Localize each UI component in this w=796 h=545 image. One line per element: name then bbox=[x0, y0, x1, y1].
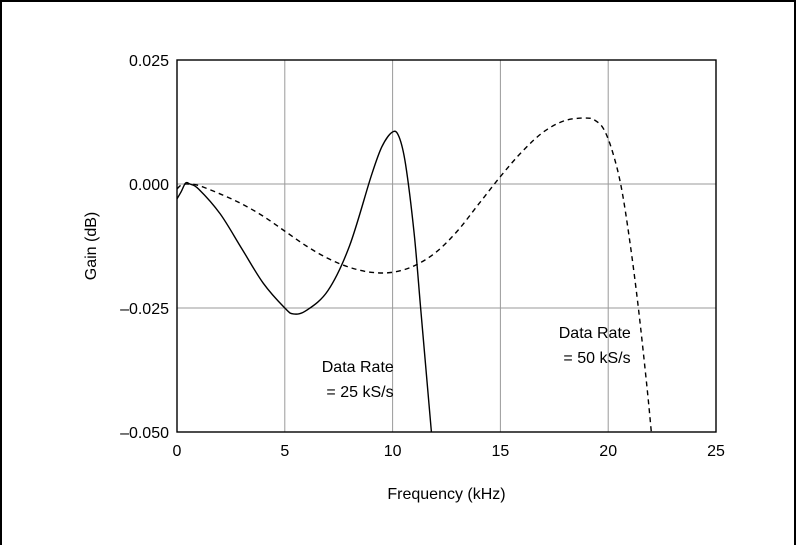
x-tick-label: 5 bbox=[280, 443, 289, 460]
annotation-50ks-line2: = 50 kS/s bbox=[563, 350, 630, 367]
series-line-dashed bbox=[176, 117, 653, 433]
y-tick-label: 0.025 bbox=[129, 53, 169, 70]
x-tick-label: 25 bbox=[707, 443, 725, 460]
series-line-solid bbox=[176, 130, 433, 433]
plot-area bbox=[176, 59, 717, 433]
x-tick-label: 10 bbox=[384, 443, 402, 460]
annotation-25ks-line1: Data Rate bbox=[322, 359, 394, 376]
x-tick-label: 20 bbox=[599, 443, 617, 460]
annotation-50ks-line1: Data Rate bbox=[559, 325, 631, 342]
annotation-25ks-line2: = 25 kS/s bbox=[326, 384, 393, 401]
x-axis-label: Frequency (kHz) bbox=[387, 486, 505, 503]
y-axis-ticks: 0.025 0.000 –0.025 –0.050 bbox=[120, 53, 169, 442]
x-axis-ticks: 0 5 10 15 20 25 bbox=[173, 443, 725, 460]
y-tick-label: 0.000 bbox=[129, 177, 169, 194]
x-tick-label: 15 bbox=[492, 443, 510, 460]
x-tick-label: 0 bbox=[173, 443, 182, 460]
y-axis-label: Gain (dB) bbox=[83, 212, 100, 280]
annotation-50ks: Data Rate = 50 kS/s bbox=[559, 325, 636, 367]
grid-lines bbox=[176, 59, 717, 433]
series-group bbox=[176, 117, 653, 433]
y-tick-label: –0.050 bbox=[120, 425, 169, 442]
annotation-25ks: Data Rate = 25 kS/s bbox=[322, 359, 399, 401]
y-tick-label: –0.025 bbox=[120, 301, 169, 318]
